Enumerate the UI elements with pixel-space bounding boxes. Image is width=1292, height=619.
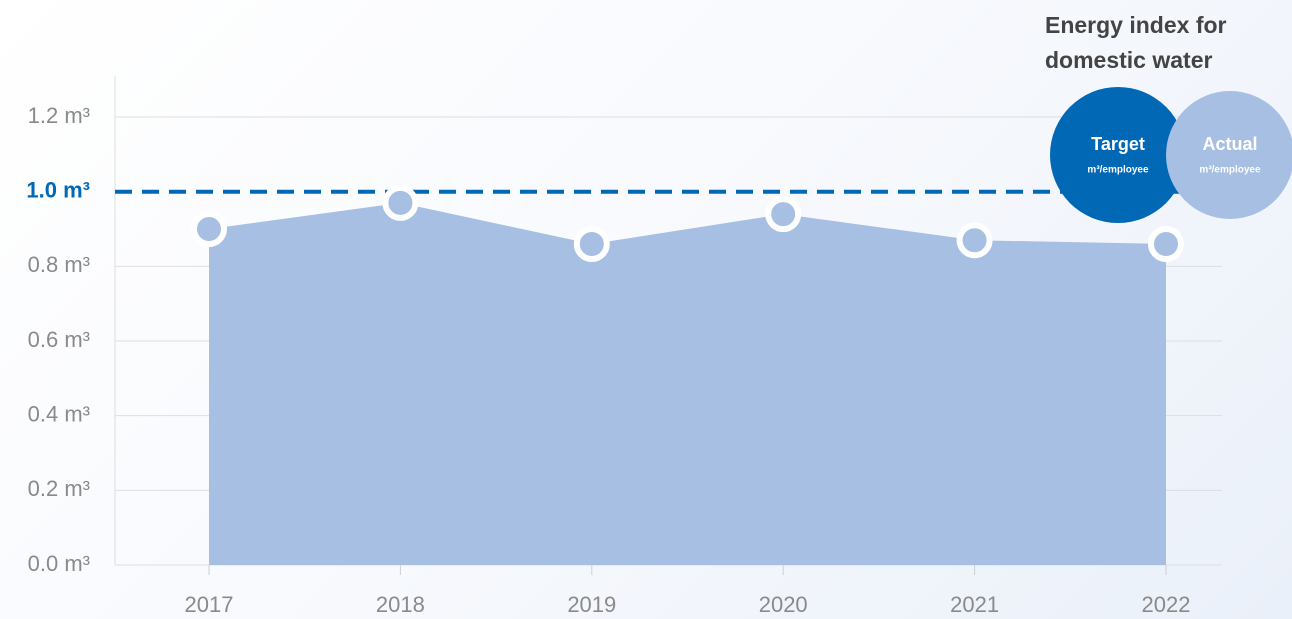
data-point [1148,225,1184,262]
x-tick-label: 2018 [376,592,425,617]
data-point [765,196,802,233]
y-tick-label: 1.2 m³ [28,103,90,128]
legend-unit: m³/employee [1087,165,1149,176]
data-point [956,222,993,259]
y-tick-label: 0.6 m³ [28,327,90,352]
x-tick-label: 2019 [567,592,616,617]
x-tick-label: 2020 [759,592,808,617]
legend-unit: m³/employee [1199,165,1261,176]
y-tick-label: 0.4 m³ [28,401,90,426]
legend-swatch [1166,91,1292,219]
y-tick-label: 0.0 m³ [28,551,90,576]
legend-label: Actual [1202,134,1257,154]
area [209,202,1166,566]
data-point [573,225,610,262]
y-tick-label: 0.8 m³ [28,252,90,277]
chart-title: Energy index for domestic water [1045,12,1227,73]
legend-swatch [1050,87,1186,223]
x-tick-label: 2021 [950,592,999,617]
data-point [191,211,227,248]
x-tick-label: 2022 [1142,592,1191,617]
data-point [382,184,419,221]
legend-label: Target [1091,134,1145,154]
y-tick-label: 0.2 m³ [28,476,90,501]
target-label: 1.0 m³ [26,178,90,203]
x-tick-label: 2017 [185,592,234,617]
